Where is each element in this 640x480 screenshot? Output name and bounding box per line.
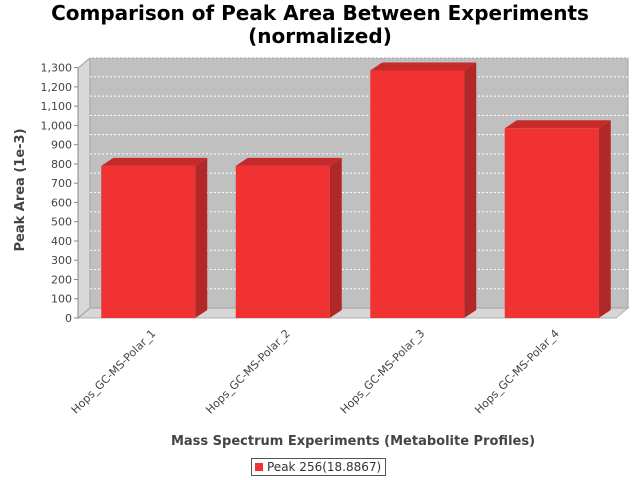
bar-side <box>195 157 208 318</box>
bar <box>370 70 465 318</box>
x-tick-label: Hops_GC-MS-Polar_1 <box>69 327 159 417</box>
y-axis-label: Peak Area (1e-3) <box>13 128 28 251</box>
y-tick-label: 1,200 <box>41 81 73 94</box>
bars <box>101 62 611 318</box>
y-tick-label: 700 <box>51 177 72 190</box>
y-tick-label: 200 <box>51 273 72 286</box>
chart-title-line-2: (normalized) <box>248 24 392 48</box>
chart-title: Comparison of Peak Area Between Experime… <box>0 2 640 48</box>
x-tick-label: Hops_GC-MS-Polar_4 <box>472 327 562 417</box>
y-tick-label: 1,100 <box>41 100 73 113</box>
bar-top <box>101 157 208 166</box>
bar <box>504 128 599 318</box>
y-tick-label: 100 <box>51 293 72 306</box>
y-tick-label: 0 <box>65 312 72 325</box>
y-tick-label: 900 <box>51 139 72 152</box>
x-axis-label: Mass Spectrum Experiments (Metabolite Pr… <box>171 434 535 449</box>
legend-label: Peak 256(18.8867) <box>267 460 382 474</box>
x-tick-label: Hops_GC-MS-Polar_3 <box>338 327 428 417</box>
x-axis: Hops_GC-MS-Polar_1 Hops_GC-MS-Polar_2 Hops… <box>69 327 562 417</box>
x-tick-label: Hops_GC-MS-Polar_2 <box>203 327 293 417</box>
y-tick-label: 1,300 <box>41 62 73 75</box>
y-tick-label: 800 <box>51 158 72 171</box>
y-tick-label: 600 <box>51 196 72 209</box>
y-axis: 0 100 200 300 400 500 600 700 800 900 1,000 1,100 1,… <box>41 62 79 325</box>
legend-swatch <box>255 463 263 471</box>
bar-top <box>504 120 611 129</box>
y-tick-label: 1,000 <box>41 119 73 132</box>
y-tick-label: 500 <box>51 216 72 229</box>
legend: Peak 256(18.8867) <box>251 458 387 476</box>
bar-side <box>464 62 477 318</box>
plot-left-wall <box>77 56 91 320</box>
y-tick-label: 400 <box>51 235 72 248</box>
chart-title-line-1: Comparison of Peak Area Between Experime… <box>51 1 589 25</box>
bar-top <box>370 62 477 71</box>
bar <box>101 165 196 318</box>
y-tick-label: 300 <box>51 254 72 267</box>
bar-side <box>329 157 342 318</box>
bar-top <box>235 157 342 166</box>
bar-side <box>598 120 611 318</box>
bar <box>235 165 330 318</box>
